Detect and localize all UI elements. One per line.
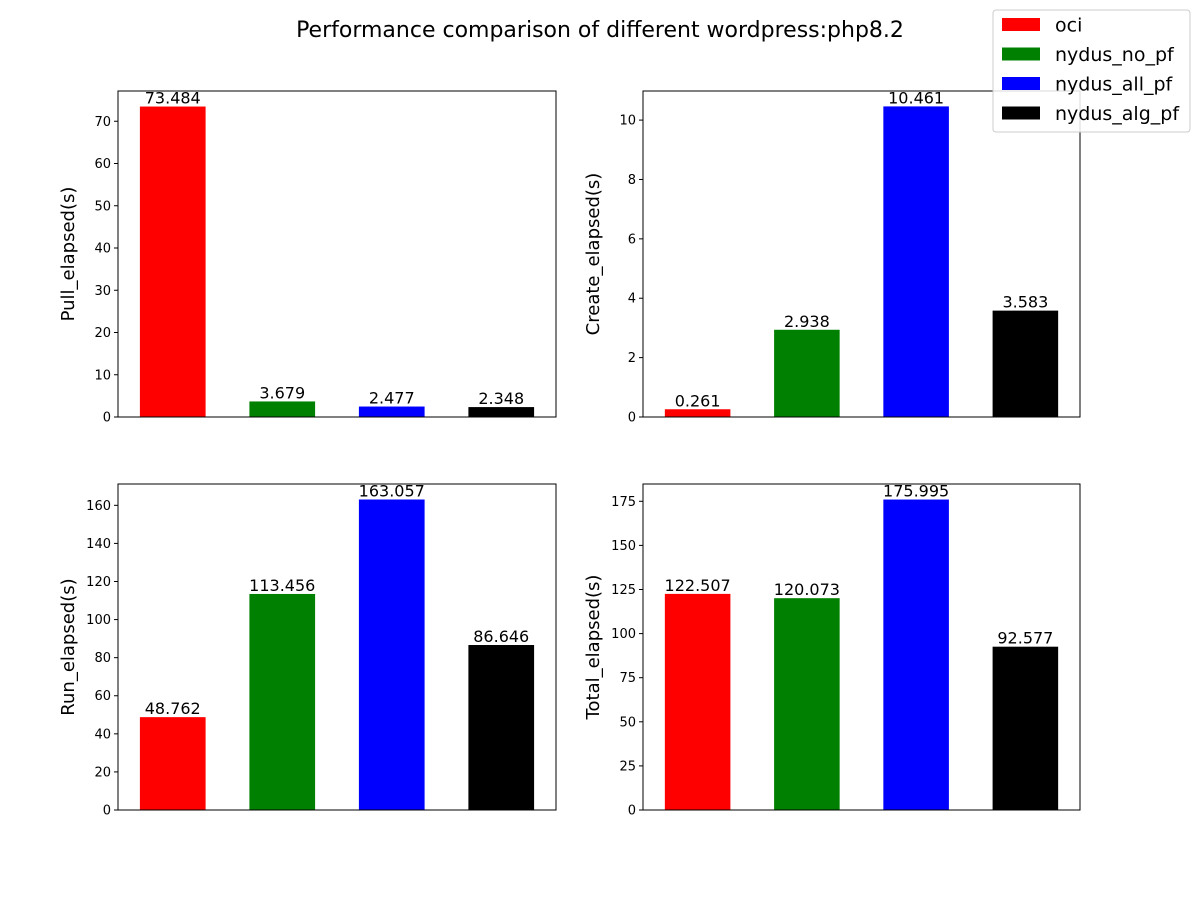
bar-nydus_no_pf: [249, 401, 316, 417]
subplot-4: 122.507 120.073 175.995 92.577 0 25 50 75 100 125…: [583, 482, 1081, 819]
value-label-oci: 0.261: [675, 391, 721, 410]
bar-nydus_alg_pf: [468, 645, 535, 810]
legend-label-oci: oci: [1055, 15, 1082, 37]
value-label-nydus_alg_pf: 2.348: [478, 389, 524, 408]
axes-frame: [117, 483, 557, 811]
value-label-nydus_no_pf: 2.938: [784, 312, 830, 331]
chart-title: Performance comparison of different word…: [296, 18, 904, 43]
legend-swatch-nydus_alg_pf: [1002, 106, 1040, 120]
value-label-nydus_all_pf: 163.057: [359, 482, 425, 501]
legend-swatch-nydus_all_pf: [1002, 77, 1040, 90]
y-tick-label: 25: [619, 759, 636, 774]
legend-label-nydus_alg_pf: nydus_alg_pf: [1055, 103, 1180, 125]
value-label-nydus_all_pf: 2.477: [369, 389, 415, 408]
value-label-nydus_alg_pf: 86.646: [473, 627, 529, 646]
y-tick-label: 0: [103, 411, 111, 426]
y-tick-label: 4: [628, 292, 636, 307]
y-tick-label: 20: [94, 326, 111, 341]
bar-nydus_all_pf: [358, 499, 425, 810]
bar-oci: [139, 717, 206, 810]
value-label-oci: 73.484: [145, 89, 201, 108]
axes-frame: [642, 483, 1081, 811]
legend-label-nydus_no_pf: nydus_no_pf: [1055, 44, 1175, 66]
bar-nydus_no_pf: [249, 593, 316, 810]
y-tick-label: 70: [94, 115, 111, 130]
subplot-2: 0.261 2.938 10.461 3.583 0 2 4 6 8 10 Create_elaps…: [583, 88, 1081, 426]
y-tick-label: 140: [86, 537, 111, 552]
y-tick-label: 160: [86, 499, 111, 514]
y-axis-label: Pull_elapsed(s): [58, 187, 79, 322]
y-tick-label: 75: [619, 671, 636, 686]
y-tick-label: 20: [94, 765, 111, 780]
axes-frame: [117, 90, 557, 418]
subplot-1: 73.484 3.679 2.477 2.348 0 10 20 30 40 50 60 70 Pull…: [58, 89, 557, 426]
value-label-nydus_alg_pf: 92.577: [997, 629, 1053, 648]
bar-oci: [664, 409, 731, 417]
y-tick-label: 60: [94, 689, 111, 704]
y-axis-label: Create_elapsed(s): [583, 173, 604, 336]
value-label-nydus_no_pf: 3.679: [259, 383, 305, 402]
y-tick-label: 50: [619, 715, 636, 730]
legend-box: [992, 9, 1191, 133]
bar-nydus_all_pf: [358, 406, 425, 417]
bar-nydus_all_pf: [883, 106, 949, 417]
y-tick-label: 120: [86, 575, 111, 590]
y-tick-label: 40: [94, 242, 111, 257]
y-tick-label: 40: [94, 727, 111, 742]
y-tick-label: 125: [611, 583, 636, 598]
y-tick-label: 175: [611, 495, 636, 510]
y-tick-label: 50: [94, 199, 111, 214]
subplot-3: 48.762 113.456 163.057 86.646 0 20 40 60 80 100 12…: [58, 482, 557, 819]
legend-swatch-nydus_no_pf: [1002, 47, 1040, 61]
y-tick-label: 80: [94, 651, 111, 666]
value-label-nydus_no_pf: 120.073: [774, 580, 840, 599]
legend-swatch-oci: [1002, 18, 1040, 31]
value-label-nydus_all_pf: 175.995: [883, 482, 949, 501]
y-tick-label: 0: [103, 804, 111, 819]
y-tick-label: 60: [94, 157, 111, 172]
value-label-nydus_all_pf: 10.461: [888, 88, 944, 107]
bar-nydus_alg_pf: [468, 407, 535, 417]
bar-nydus_alg_pf: [992, 646, 1059, 810]
bar-nydus_alg_pf: [992, 310, 1059, 417]
legend-label-nydus_all_pf: nydus_all_pf: [1055, 74, 1174, 96]
y-tick-label: 8: [628, 173, 636, 188]
y-tick-label: 150: [611, 539, 636, 554]
y-tick-label: 0: [628, 411, 636, 426]
axes-frame: [642, 90, 1081, 418]
bar-nydus_no_pf: [774, 329, 840, 417]
bar-nydus_no_pf: [774, 598, 840, 810]
y-tick-label: 30: [94, 284, 111, 299]
y-tick-label: 100: [86, 613, 111, 628]
y-tick-label: 100: [611, 627, 636, 642]
y-tick-label: 10: [619, 114, 636, 129]
y-axis-label: Total_elapsed(s): [583, 575, 604, 721]
y-tick-label: 6: [628, 232, 636, 247]
bar-nydus_all_pf: [883, 499, 949, 810]
bar-oci: [664, 593, 731, 810]
bar-oci: [139, 106, 206, 417]
value-label-nydus_no_pf: 113.456: [249, 576, 315, 595]
legend: oci nydus_no_pf nydus_all_pf nydus_alg_pf: [992, 9, 1191, 133]
value-label-nydus_alg_pf: 3.583: [1002, 293, 1048, 312]
y-axis-label: Run_elapsed(s): [58, 578, 79, 715]
y-tick-label: 0: [628, 804, 636, 819]
y-tick-label: 2: [628, 351, 636, 366]
y-tick-label: 10: [94, 368, 111, 383]
value-label-oci: 48.762: [145, 699, 201, 718]
value-label-oci: 122.507: [665, 576, 731, 595]
